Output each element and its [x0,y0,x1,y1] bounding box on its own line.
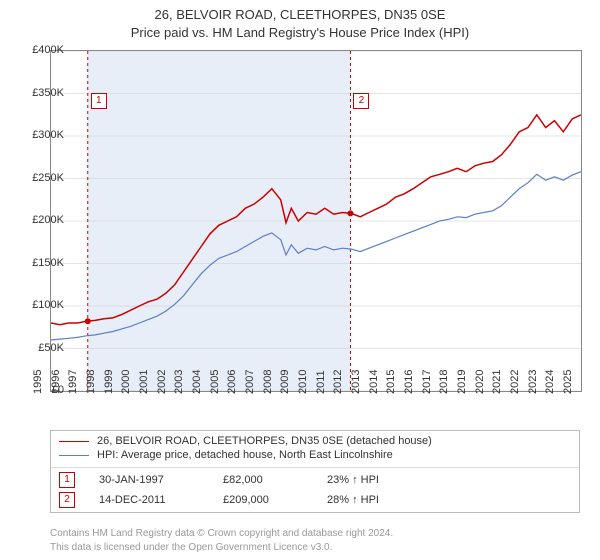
xtick-label: 2002 [156,370,168,394]
sale-row-2: 2 14-DEC-2011 £209,000 28% ↑ HPI [51,492,579,512]
xtick-label: 2014 [368,370,380,394]
xtick-label: 2008 [262,370,274,394]
xtick-label: 2021 [491,370,503,394]
ytick-label: £350K [32,87,64,99]
sale-row-1: 1 30-JAN-1997 £82,000 23% ↑ HPI [51,468,579,492]
xtick-label: 2000 [120,370,132,394]
xtick-label: 2001 [138,370,150,394]
legend-panel: 26, BELVOIR ROAD, CLEETHORPES, DN35 0SE … [50,430,580,513]
ytick-label: £200K [32,214,64,226]
sale-date-2: 14-DEC-2011 [99,494,199,506]
chart-sale-marker: 2 [353,93,369,109]
xtick-label: 1998 [85,370,97,394]
legend-row-property: 26, BELVOIR ROAD, CLEETHORPES, DN35 0SE … [51,431,579,449]
legend-row-hpi: HPI: Average price, detached house, Nort… [51,449,579,467]
sale-date-1: 30-JAN-1997 [99,474,199,486]
sale-price-2: £209,000 [223,494,303,506]
legend-swatch-property [59,441,89,442]
sale-delta-1: 23% ↑ HPI [327,474,379,486]
xtick-label: 2012 [332,370,344,394]
ytick-label: £300K [32,129,64,141]
plot-area [50,50,582,392]
xtick-label: 1997 [67,370,79,394]
ytick-label: £100K [32,299,64,311]
xtick-label: 2011 [315,370,327,394]
xtick-label: 2020 [474,370,486,394]
legend-label-hpi: HPI: Average price, detached house, Nort… [97,449,393,461]
xtick-label: 2003 [173,370,185,394]
xtick-label: 1995 [32,370,44,394]
sale-marker-1: 1 [59,472,75,488]
footer-attribution: Contains HM Land Registry data © Crown c… [50,527,393,554]
footer-line-1: Contains HM Land Registry data © Crown c… [50,528,393,539]
xtick-label: 2023 [527,370,539,394]
xtick-label: 2016 [403,370,415,394]
xtick-label: 2007 [244,370,256,394]
sale-marker-2: 2 [59,492,75,508]
xtick-label: 2024 [544,370,556,394]
footer-line-2: This data is licensed under the Open Gov… [50,542,332,553]
ytick-label: £250K [32,172,64,184]
xtick-label: 2005 [209,370,221,394]
legend-label-property: 26, BELVOIR ROAD, CLEETHORPES, DN35 0SE … [97,435,432,447]
ytick-label: £400K [32,44,64,56]
sale-delta-2: 28% ↑ HPI [327,494,379,506]
title-line-2: Price paid vs. HM Land Registry's House … [131,25,469,40]
chart-title: 26, BELVOIR ROAD, CLEETHORPES, DN35 0SE … [0,0,600,41]
xtick-label: 2025 [562,370,574,394]
xtick-label: 2018 [438,370,450,394]
ytick-label: £50K [38,342,64,354]
xtick-label: 2009 [279,370,291,394]
chart-svg [51,51,581,391]
chart-container: 26, BELVOIR ROAD, CLEETHORPES, DN35 0SE … [0,0,600,560]
xtick-label: 2013 [350,370,362,394]
title-line-1: 26, BELVOIR ROAD, CLEETHORPES, DN35 0SE [155,7,446,22]
xtick-label: 2010 [297,370,309,394]
xtick-label: 1999 [103,370,115,394]
xtick-label: 2017 [421,370,433,394]
xtick-label: 2022 [509,370,521,394]
sale-price-1: £82,000 [223,474,303,486]
ytick-label: £150K [32,257,64,269]
xtick-label: 2004 [191,370,203,394]
xtick-label: 2019 [456,370,468,394]
xtick-label: 2006 [226,370,238,394]
chart-sale-marker: 1 [91,93,107,109]
legend-swatch-hpi [59,455,89,456]
xtick-label: 2015 [385,370,397,394]
xtick-label: 1996 [50,370,62,394]
